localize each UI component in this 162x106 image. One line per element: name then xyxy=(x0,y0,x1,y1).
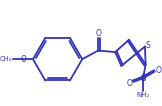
Text: O: O xyxy=(155,66,161,75)
Text: S: S xyxy=(140,74,146,83)
Text: S: S xyxy=(145,41,150,50)
Text: O: O xyxy=(20,55,26,64)
Text: O: O xyxy=(127,79,133,88)
Text: O: O xyxy=(95,29,101,38)
Text: CH₃: CH₃ xyxy=(0,56,12,62)
Text: NH₂: NH₂ xyxy=(136,92,150,98)
